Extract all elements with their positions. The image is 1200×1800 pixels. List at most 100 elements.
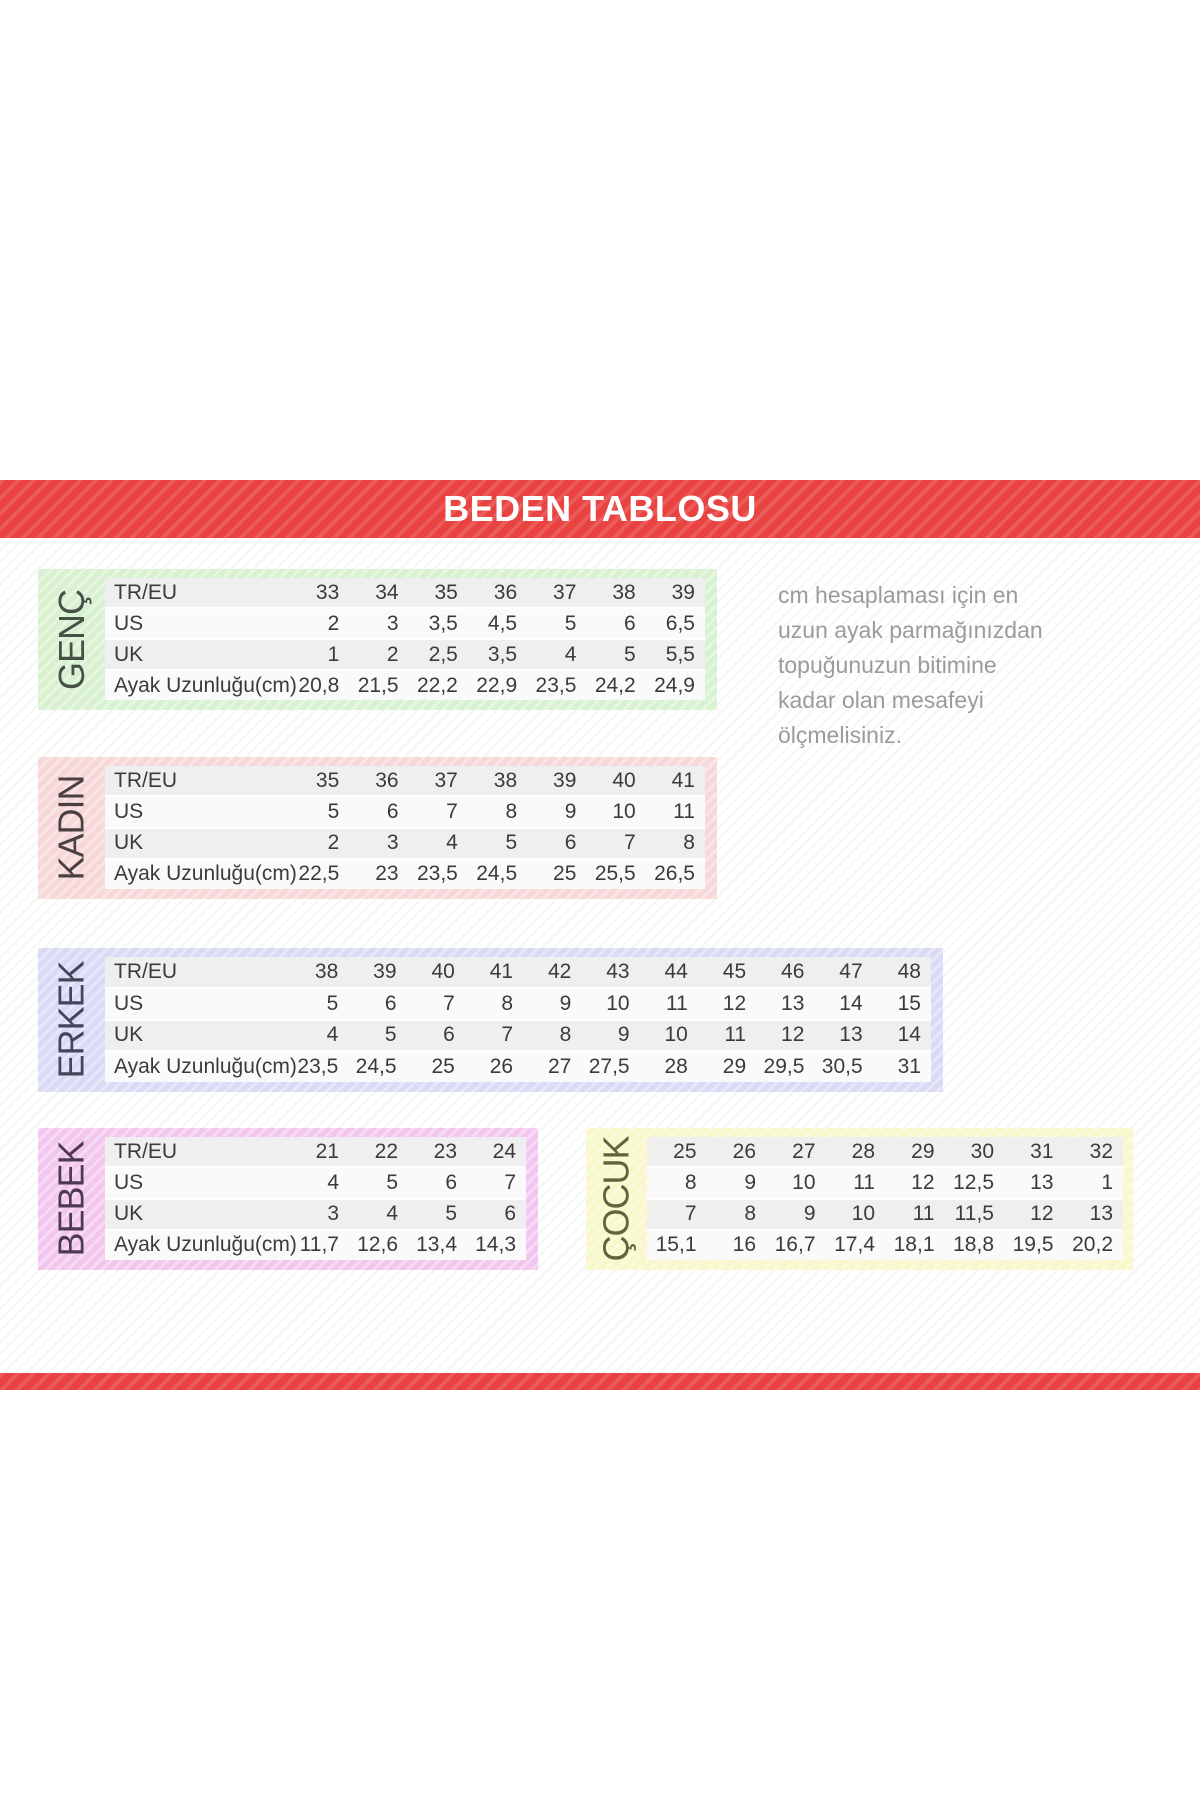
measurement-instructions: cm hesaplaması için en uzun ayak parmağı… — [778, 582, 1043, 748]
size-value-cell: 20,8 — [298, 673, 340, 697]
size-value-cell: 5 — [564, 611, 577, 635]
size-value-cell: 14,3 — [475, 1233, 516, 1257]
size-value-cell: 9 — [564, 799, 577, 823]
size-value-cell: 7 — [446, 799, 458, 823]
size-value-cell: 7 — [684, 1202, 697, 1226]
size-value-cell: 24,5 — [476, 862, 518, 886]
row-header: UK — [114, 1202, 144, 1226]
row-header: US — [114, 799, 144, 823]
size-value-cell: 24 — [492, 1139, 516, 1163]
size-value-cell: 25 — [431, 1055, 455, 1079]
table-label: ERKEK — [50, 961, 92, 1079]
size-value-cell: 2 — [327, 611, 340, 635]
table-label-strip: KADIN — [38, 757, 105, 899]
table-row: Ayak Uzunluğu(cm) 11,7 12,6 13,4 14,3 — [105, 1230, 526, 1260]
size-value-cell: 48 — [897, 959, 921, 983]
size-value-cell: 3 — [386, 611, 399, 635]
size-value-cell: 26 — [489, 1055, 514, 1079]
size-value-cell: 30,5 — [821, 1055, 863, 1079]
size-value-cell: 8 — [505, 799, 518, 823]
size-value-cell: 21 — [315, 1139, 339, 1163]
size-value-cell: 6 — [443, 1023, 455, 1047]
size-value-cell: 5 — [445, 1202, 457, 1226]
size-value-cell: 3,5 — [428, 611, 458, 635]
size-value-cell: 20,2 — [1072, 1233, 1113, 1257]
table-label-strip: ÇOCUK — [586, 1128, 647, 1270]
size-value-cell: 28 — [664, 1055, 688, 1079]
size-value-cell: 43 — [606, 959, 630, 983]
size-value-cell: 10 — [851, 1202, 875, 1226]
size-value-cell: 11,5 — [954, 1202, 994, 1226]
size-value-cell: 11,7 — [299, 1233, 339, 1257]
size-value-cell: 15 — [897, 991, 921, 1015]
size-value-cell: 37 — [553, 580, 577, 604]
size-value-cell: 5 — [386, 1170, 398, 1194]
size-value-cell: 35 — [434, 580, 458, 604]
size-value-cell: 12,6 — [357, 1233, 398, 1257]
size-value-cell: 12 — [911, 1170, 935, 1194]
size-table-genc: GENÇ TR/EU 33 34 35 36 37 38 39 US 2 3 3,5 4,5 5 6 6,5 UK… — [38, 569, 717, 710]
size-value-cell: 42 — [547, 959, 572, 983]
size-value-cell: 8 — [684, 1170, 697, 1194]
table-row: UK 1 2 2,5 3,5 4 5 5,5 — [105, 640, 705, 669]
size-value-cell: 9 — [617, 1023, 630, 1047]
table-rows-panel: TR/EU 33 34 35 36 37 38 39 US 2 3 3,5 4,5 5 6 6,5 UK 1 2 2,… — [105, 578, 705, 700]
size-value-cell: 8 — [559, 1023, 572, 1047]
size-value-cell: 31 — [1030, 1139, 1054, 1163]
size-value-cell: 41 — [489, 959, 514, 983]
size-value-cell: 9 — [559, 991, 572, 1015]
size-value-cell: 40 — [431, 959, 455, 983]
size-value-cell: 3,5 — [487, 642, 518, 666]
row-header: Ayak Uzunluğu(cm) — [114, 1055, 297, 1079]
size-value-cell: 3 — [327, 1202, 339, 1226]
size-value-cell: 31 — [897, 1055, 921, 1079]
size-value-cell: 24,5 — [355, 1055, 397, 1079]
size-value-cell: 3 — [386, 831, 399, 855]
size-value-cell: 21,5 — [357, 673, 399, 697]
size-value-cell: 47 — [839, 959, 863, 983]
size-value-cell: 10 — [664, 1023, 688, 1047]
table-row: US 2 3 3,5 4,5 5 6 6,5 — [105, 609, 705, 638]
size-value-cell: 14 — [897, 1023, 921, 1047]
row-header: TR/EU — [114, 1139, 177, 1163]
size-value-cell: 23 — [375, 862, 399, 886]
size-value-cell: 5 — [624, 642, 636, 666]
table-row: UK 4 5 6 7 8 9 10 11 12 13 14 — [105, 1020, 931, 1051]
size-value-cell: 4 — [446, 831, 458, 855]
size-value-cell: 9 — [803, 1202, 816, 1226]
table-rows-panel: TR/EU 35 36 37 38 39 40 41 US 5 6 7 8 9 10 11 UK 2 3 4 5 6 7 8 A… — [105, 766, 705, 889]
size-value-cell: 40 — [612, 768, 636, 792]
size-value-cell: 23,5 — [416, 862, 458, 886]
size-value-cell: 7 — [624, 831, 636, 855]
size-value-cell: 27 — [792, 1139, 816, 1163]
table-label-strip: GENÇ — [38, 569, 105, 710]
size-value-cell: 41 — [671, 768, 695, 792]
size-value-cell: 6 — [624, 611, 636, 635]
size-value-cell: 5 — [384, 1023, 397, 1047]
row-header: US — [114, 611, 144, 635]
size-value-cell: 26,5 — [654, 862, 695, 886]
size-value-cell: 11 — [666, 991, 688, 1015]
size-value-cell: 4 — [326, 1023, 339, 1047]
table-label: BEBEK — [50, 1141, 92, 1257]
size-value-cell: 10 — [606, 991, 630, 1015]
size-value-cell: 11 — [912, 1202, 935, 1226]
size-value-cell: 25 — [673, 1139, 697, 1163]
size-value-cell: 46 — [781, 959, 805, 983]
size-value-cell: 38 — [612, 580, 636, 604]
table-rows-panel: 25 26 27 28 29 30 31 32 8 9 10 11 12 12,5 13 1 7 8 9 10 11 11… — [647, 1137, 1123, 1260]
table-label: KADIN — [50, 775, 92, 881]
size-value-cell: 6,5 — [665, 611, 695, 635]
size-value-cell: 37 — [434, 768, 458, 792]
size-value-cell: 11 — [724, 1023, 747, 1047]
size-value-cell: 23 — [433, 1139, 457, 1163]
size-value-cell: 18,8 — [953, 1233, 994, 1257]
size-value-cell: 26 — [732, 1139, 756, 1163]
size-table-erkek: ERKEK TR/EU 38 39 40 41 42 43 44 45 46 47 48 US 5 6 7 8 9 1… — [38, 948, 943, 1092]
size-value-cell: 7 — [443, 991, 455, 1015]
size-value-cell: 18,1 — [893, 1233, 935, 1257]
size-value-cell: 24,9 — [654, 673, 695, 697]
size-value-cell: 10 — [612, 799, 636, 823]
size-value-cell: 13 — [839, 1023, 863, 1047]
table-label-strip: BEBEK — [38, 1128, 105, 1270]
